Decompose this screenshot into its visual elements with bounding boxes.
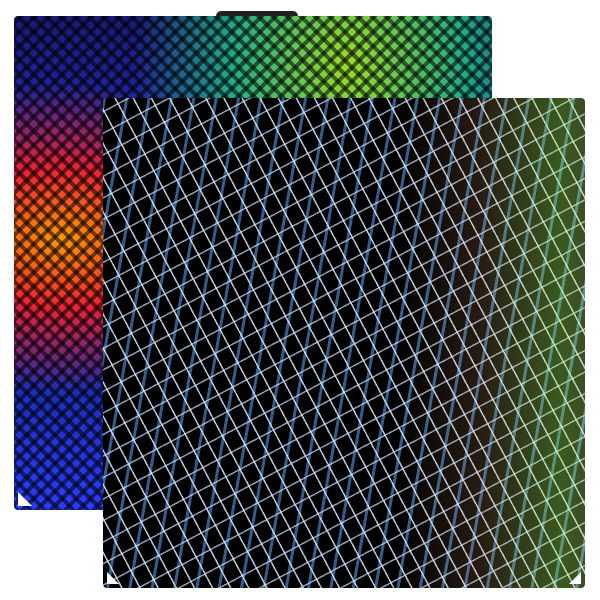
lattice-pattern bbox=[103, 98, 585, 588]
front-plate-black-holographic bbox=[103, 98, 585, 588]
holographic-sheen bbox=[103, 98, 585, 588]
